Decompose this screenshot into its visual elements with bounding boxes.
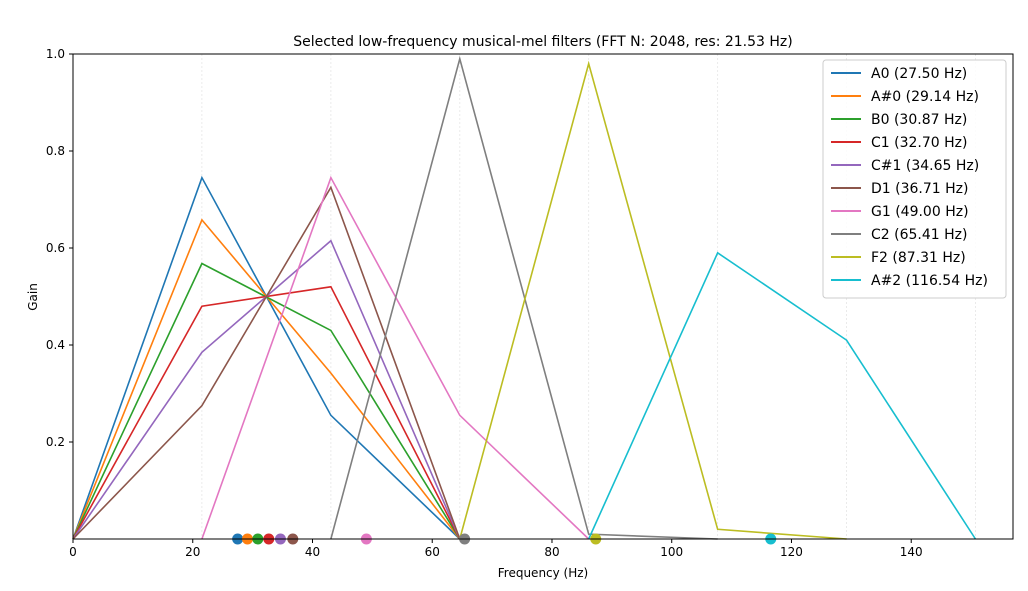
- series-line: [459, 60, 847, 540]
- legend-entry: B0 (30.87 Hz): [871, 112, 967, 128]
- legend-entry: A#0 (29.14 Hz): [871, 89, 979, 105]
- legend: A0 (27.50 Hz) A#0 (29.14 Hz) B0 (30.87 Hz)…: [822, 59, 1007, 299]
- legend-entry: G1 (49.00 Hz): [871, 204, 969, 220]
- x-tick-label: 0: [69, 545, 77, 559]
- x-tick-label: 100: [660, 545, 683, 559]
- chart-title: Selected low-frequency musical-mel filte…: [293, 34, 792, 50]
- legend-entry: C#1 (34.65 Hz): [871, 158, 979, 174]
- x-axis-label: Frequency (Hz): [498, 566, 589, 580]
- plot-frame: [72, 53, 1014, 540]
- y-axis-ticks: 0.2 0.4 0.6 0.8 1.0: [46, 47, 73, 449]
- legend-entry: C1 (32.70 Hz): [871, 135, 967, 151]
- series-layer: [72, 55, 977, 540]
- y-tick-label: 0.2: [46, 435, 65, 449]
- legend-entry: F2 (87.31 Hz): [871, 250, 966, 266]
- series-line: [330, 55, 718, 540]
- y-tick-label: 1.0: [46, 47, 65, 61]
- legend-entry: A#2 (116.54 Hz): [871, 273, 988, 289]
- x-tick-label: 20: [185, 545, 200, 559]
- x-tick-label: 120: [780, 545, 803, 559]
- x-tick-label: 60: [425, 545, 440, 559]
- y-axis-label: Gain: [26, 283, 40, 311]
- series-line: [72, 185, 461, 540]
- x-tick-label: 80: [544, 545, 559, 559]
- legend-entry: D1 (36.71 Hz): [871, 181, 968, 197]
- legend-entry: C2 (65.41 Hz): [871, 227, 967, 243]
- x-tick-label: 40: [305, 545, 320, 559]
- legend-box: [822, 59, 1007, 299]
- series-line: [587, 251, 977, 540]
- x-axis-ticks: 0 20 40 60 80 100 120 140: [69, 539, 923, 559]
- legend-entry: A0 (27.50 Hz): [871, 66, 967, 82]
- x-tick-label: 140: [900, 545, 923, 559]
- y-tick-label: 0.4: [46, 338, 65, 352]
- y-tick-label: 0.8: [46, 144, 65, 158]
- y-tick-label: 0.6: [46, 241, 65, 255]
